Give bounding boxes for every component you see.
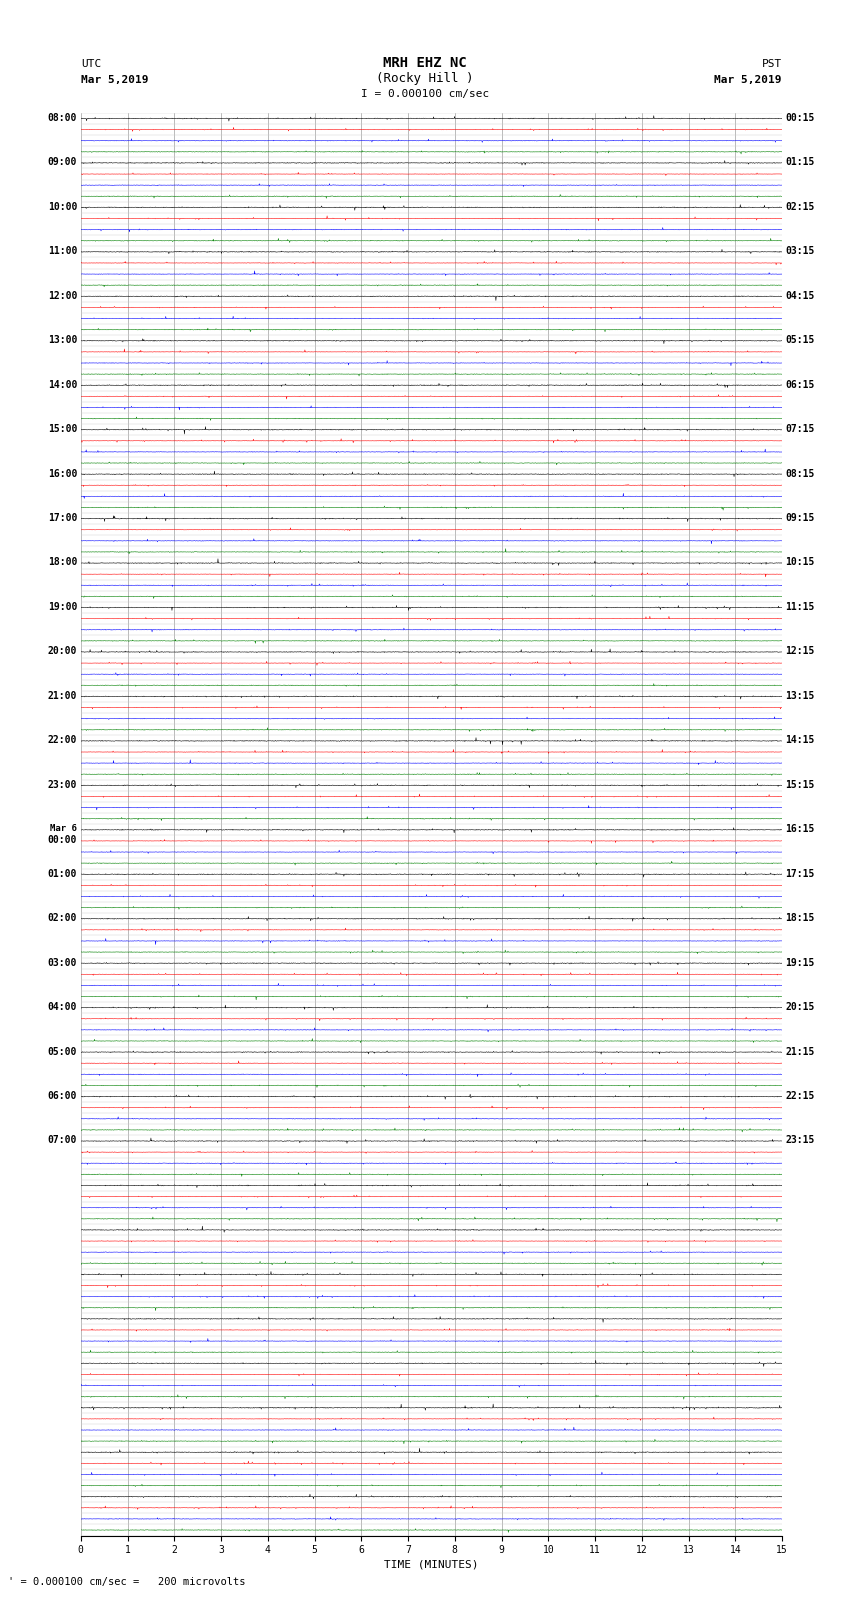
Text: UTC: UTC — [81, 60, 101, 69]
Text: 23:00: 23:00 — [48, 779, 77, 790]
Text: I = 0.000100 cm/sec: I = 0.000100 cm/sec — [361, 89, 489, 100]
Text: 19:15: 19:15 — [785, 958, 815, 968]
Text: 23:15: 23:15 — [785, 1136, 815, 1145]
Text: 22:00: 22:00 — [48, 736, 77, 745]
Text: 01:00: 01:00 — [48, 869, 77, 879]
Text: MRH EHZ NC: MRH EHZ NC — [383, 56, 467, 71]
Text: 08:00: 08:00 — [48, 113, 77, 123]
Text: (Rocky Hill ): (Rocky Hill ) — [377, 71, 473, 84]
Text: 09:00: 09:00 — [48, 158, 77, 168]
Text: Mar 5,2019: Mar 5,2019 — [81, 76, 148, 85]
Text: 17:15: 17:15 — [785, 869, 815, 879]
Text: 16:15: 16:15 — [785, 824, 815, 834]
Text: 11:00: 11:00 — [48, 247, 77, 256]
Text: 17:00: 17:00 — [48, 513, 77, 523]
Text: 12:15: 12:15 — [785, 647, 815, 656]
Text: 22:15: 22:15 — [785, 1090, 815, 1102]
Text: 05:00: 05:00 — [48, 1047, 77, 1057]
Text: 18:00: 18:00 — [48, 558, 77, 568]
Text: 05:15: 05:15 — [785, 336, 815, 345]
Text: 08:15: 08:15 — [785, 468, 815, 479]
Text: PST: PST — [762, 60, 782, 69]
Text: 02:00: 02:00 — [48, 913, 77, 923]
Text: 04:00: 04:00 — [48, 1002, 77, 1011]
Text: 07:00: 07:00 — [48, 1136, 77, 1145]
Text: 01:15: 01:15 — [785, 158, 815, 168]
Text: 19:00: 19:00 — [48, 602, 77, 611]
Text: Mar 6: Mar 6 — [50, 824, 77, 834]
Text: 18:15: 18:15 — [785, 913, 815, 923]
Text: 02:15: 02:15 — [785, 202, 815, 211]
Text: 13:15: 13:15 — [785, 690, 815, 702]
Text: 21:15: 21:15 — [785, 1047, 815, 1057]
Text: 10:00: 10:00 — [48, 202, 77, 211]
Text: 09:15: 09:15 — [785, 513, 815, 523]
Text: 07:15: 07:15 — [785, 424, 815, 434]
Text: ' = 0.000100 cm/sec =   200 microvolts: ' = 0.000100 cm/sec = 200 microvolts — [8, 1578, 246, 1587]
Text: 00:15: 00:15 — [785, 113, 815, 123]
Text: 06:00: 06:00 — [48, 1090, 77, 1102]
Text: 10:15: 10:15 — [785, 558, 815, 568]
Text: 20:15: 20:15 — [785, 1002, 815, 1011]
Text: 15:15: 15:15 — [785, 779, 815, 790]
X-axis label: TIME (MINUTES): TIME (MINUTES) — [384, 1560, 479, 1569]
Text: 15:00: 15:00 — [48, 424, 77, 434]
Text: 12:00: 12:00 — [48, 290, 77, 300]
Text: 04:15: 04:15 — [785, 290, 815, 300]
Text: 14:15: 14:15 — [785, 736, 815, 745]
Text: Mar 5,2019: Mar 5,2019 — [715, 76, 782, 85]
Text: 20:00: 20:00 — [48, 647, 77, 656]
Text: 11:15: 11:15 — [785, 602, 815, 611]
Text: 16:00: 16:00 — [48, 468, 77, 479]
Text: 06:15: 06:15 — [785, 379, 815, 390]
Text: 03:00: 03:00 — [48, 958, 77, 968]
Text: 21:00: 21:00 — [48, 690, 77, 702]
Text: 03:15: 03:15 — [785, 247, 815, 256]
Text: 13:00: 13:00 — [48, 336, 77, 345]
Text: 00:00: 00:00 — [48, 836, 77, 845]
Text: 14:00: 14:00 — [48, 379, 77, 390]
